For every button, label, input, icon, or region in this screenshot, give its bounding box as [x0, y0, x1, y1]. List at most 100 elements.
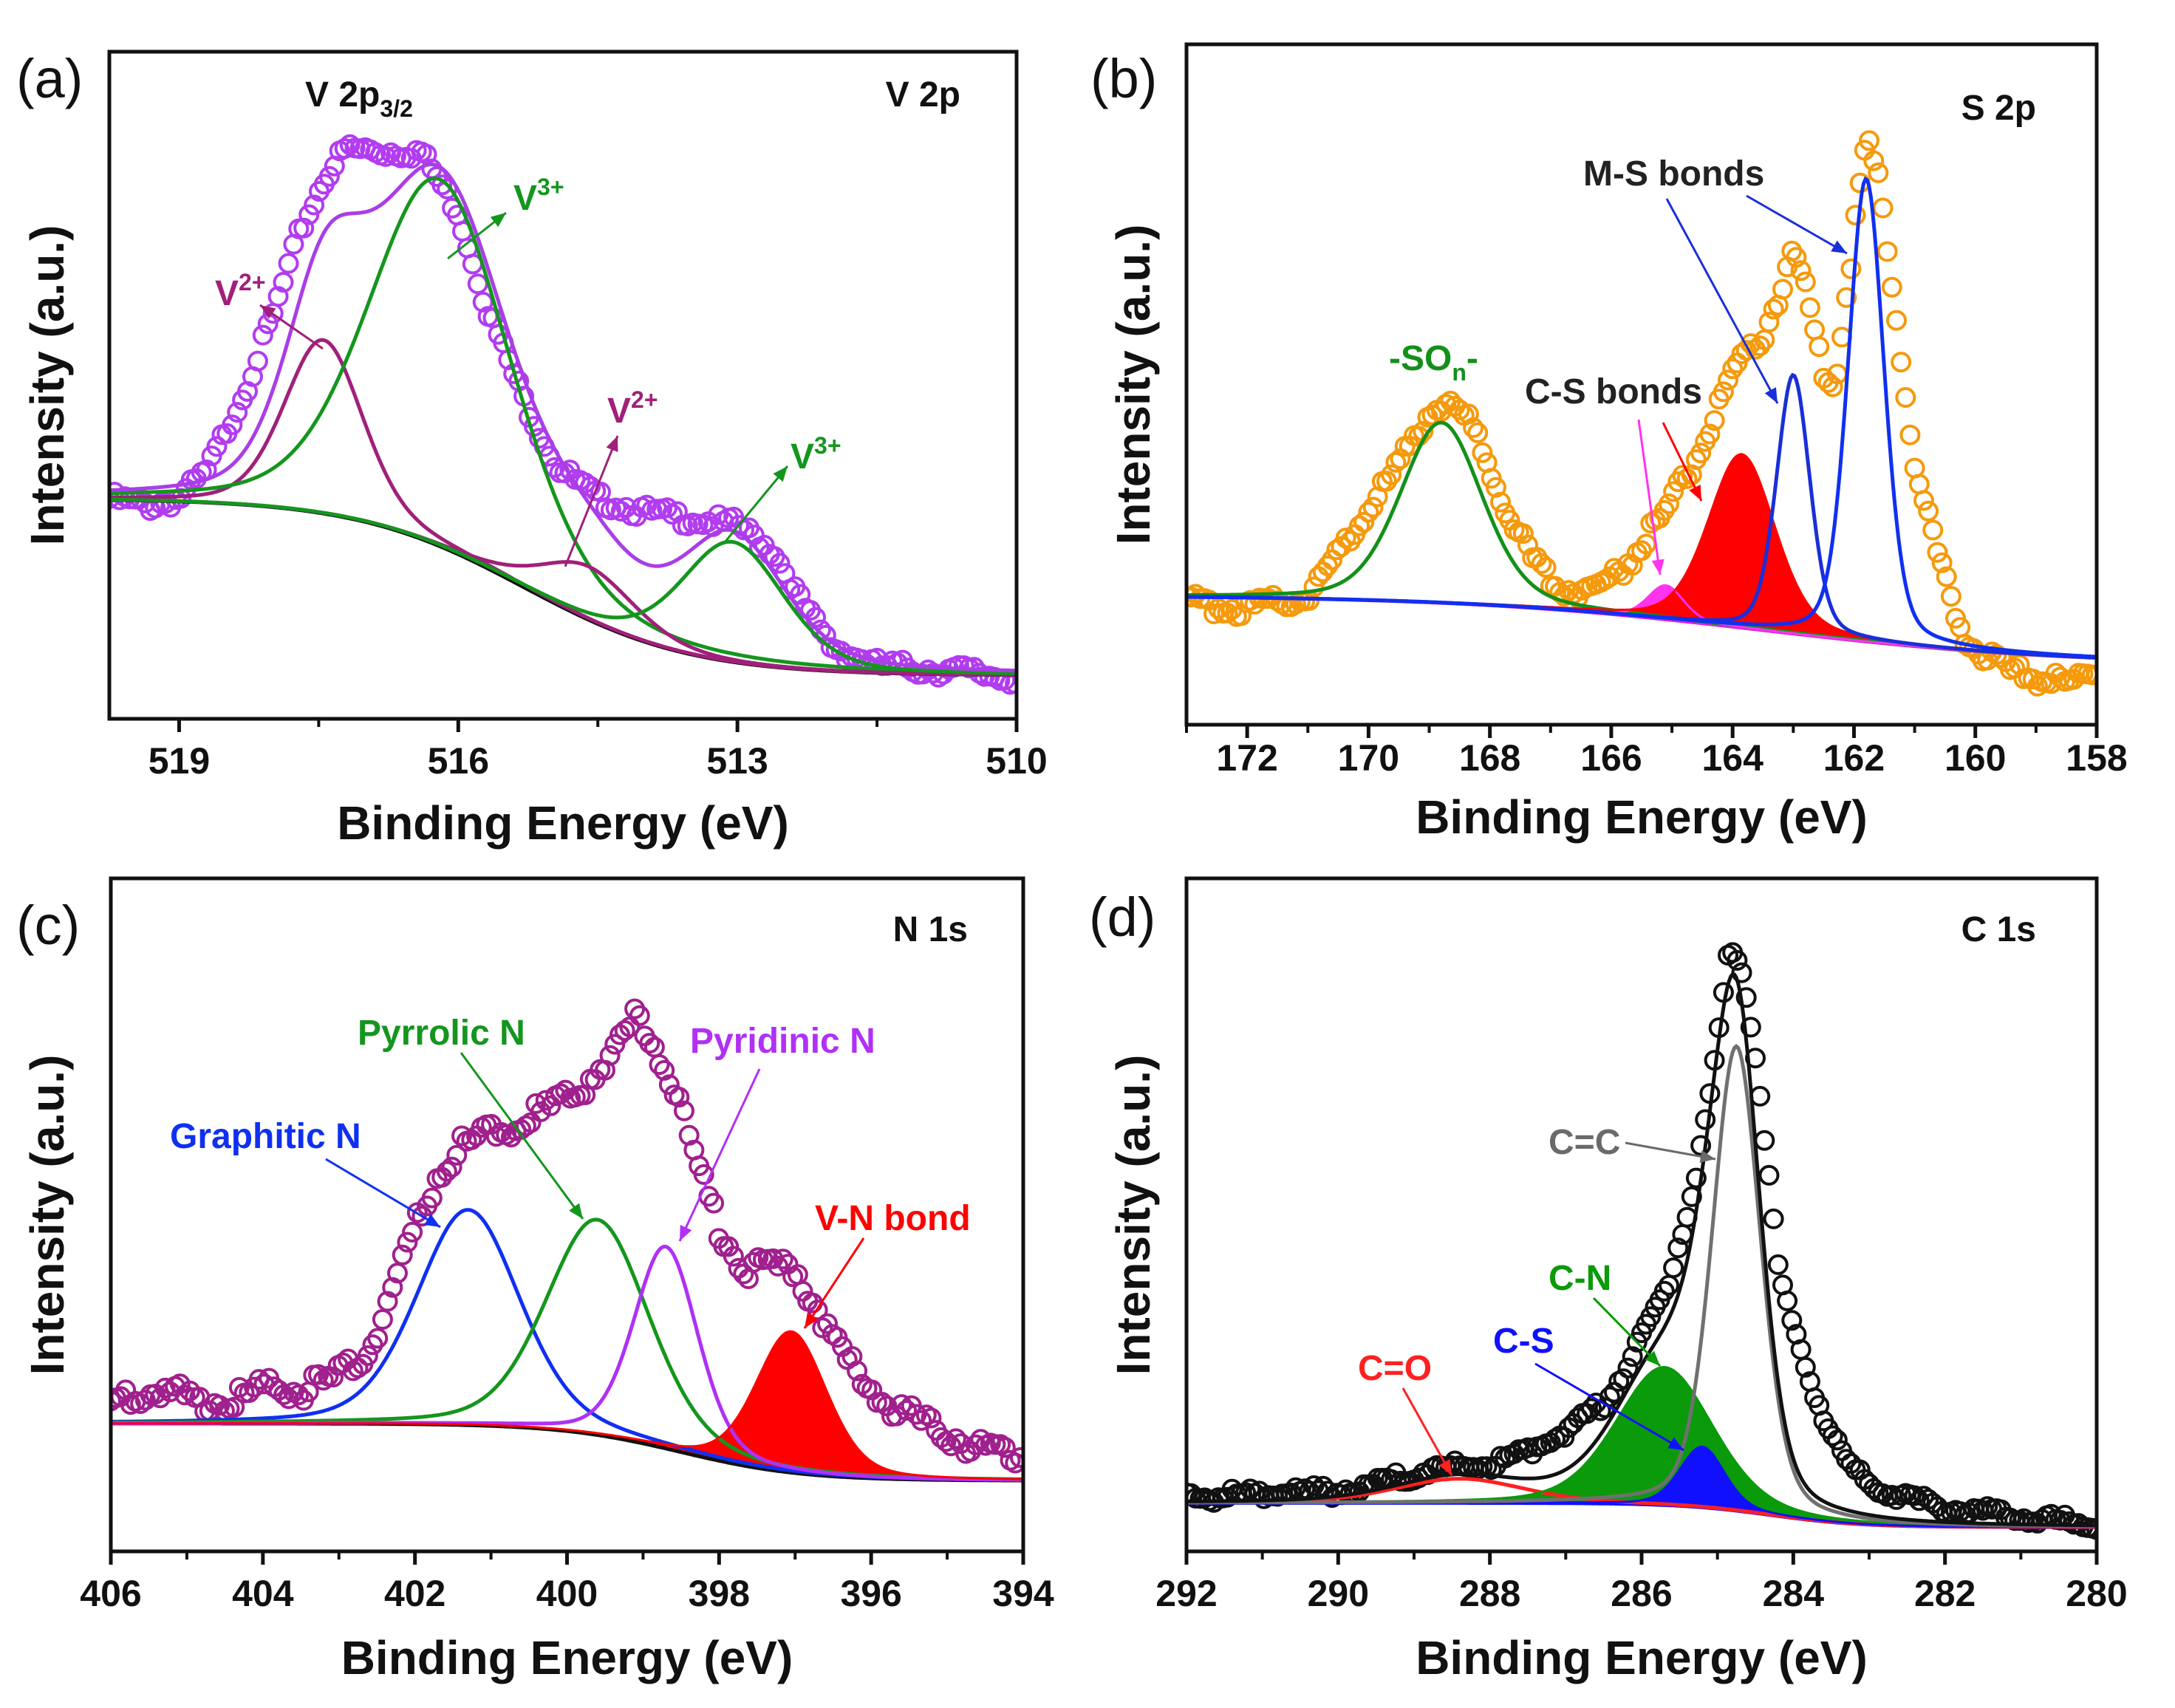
fit-envelope-line: [1186, 971, 2097, 1528]
data-point: [206, 436, 228, 457]
data-point: [886, 1405, 907, 1427]
data-point: [313, 1370, 334, 1391]
data-point: [1763, 1208, 1784, 1229]
data-point: [1718, 369, 1738, 391]
annotation-arrow: [1534, 1362, 1684, 1452]
data-point: [669, 1087, 690, 1108]
annotation-label: Pyridinic N: [690, 1022, 875, 1061]
data-point: [1545, 1428, 1565, 1449]
annotation-text: C-N: [1549, 1259, 1611, 1298]
y-axis-label: Intensity (a.u.): [21, 1055, 74, 1376]
data-point: [1690, 1135, 1712, 1156]
data-point: [1303, 1475, 1325, 1496]
data-point: [742, 1251, 764, 1273]
core-level-title: N 1s: [893, 910, 968, 949]
data-point: [1663, 481, 1684, 502]
y-axis-label: Intensity (a.u.): [1107, 225, 1160, 545]
annotation-text: C-S: [1493, 1322, 1554, 1361]
data-point: [1186, 1482, 1197, 1503]
x-tick-label: 516: [428, 740, 489, 782]
panel-label: (d): [1089, 887, 1155, 948]
annotation-text: V: [791, 437, 814, 476]
data-point: [693, 1164, 714, 1185]
data-point: [1385, 451, 1407, 473]
panel-a: 519 516 513 510 Binding Energy (eV) Intensity…: [16, 48, 1048, 850]
data-point: [209, 1395, 231, 1416]
measured-series: [1186, 942, 2097, 1540]
annotation-label: C=C: [1549, 1123, 1620, 1162]
data-point: [397, 1232, 418, 1253]
data-point: [1335, 527, 1356, 549]
data-point: [1467, 422, 1489, 443]
data-point: [446, 1144, 468, 1166]
annotation-text: V-N bond: [815, 1199, 971, 1238]
x-axis-label: Binding Energy (eV): [1416, 790, 1868, 844]
data-point: [614, 1020, 635, 1041]
annotation-text: M-S bonds: [1583, 154, 1764, 194]
data-point: [1931, 552, 1953, 573]
data-point: [817, 1313, 838, 1334]
x-tick-label: 170: [1338, 737, 1399, 779]
data-point: [1240, 1478, 1261, 1500]
data-point: [1795, 1356, 1816, 1378]
data-point: [1786, 247, 1807, 268]
data-point: [247, 350, 268, 372]
data-point: [375, 146, 397, 167]
data-point: [1695, 1109, 1716, 1130]
annotation-label: -SOn-: [1389, 339, 1478, 386]
annotation-arrow: [325, 1158, 441, 1229]
data-point: [174, 1384, 196, 1406]
x-tick-label: 158: [2066, 737, 2127, 779]
x-tick-label: 290: [1308, 1573, 1369, 1614]
annotation-label: V2+: [607, 386, 658, 431]
data-point: [723, 1246, 744, 1267]
data-point: [1653, 1280, 1675, 1302]
arrowhead-icon: [1689, 485, 1701, 501]
x-axis-label: Binding Energy (eV): [341, 1631, 793, 1684]
data-point: [674, 1100, 694, 1121]
data-point: [1622, 555, 1643, 576]
data-point: [1758, 1164, 1780, 1186]
plot-area: [109, 134, 1017, 695]
data-point: [1230, 605, 1252, 626]
data-point: [1217, 602, 1238, 624]
data-point: [1868, 162, 1889, 183]
x-tick-label: 402: [384, 1573, 445, 1614]
arrowhead-icon: [1645, 1350, 1660, 1366]
data-point: [1908, 1490, 1930, 1511]
data-point: [1836, 287, 1857, 308]
data-point: [2086, 665, 2097, 686]
data-point: [1512, 523, 1534, 544]
data-point: [461, 1129, 482, 1150]
x-tick-label: 164: [1701, 737, 1763, 779]
annotation-text: -SO: [1389, 339, 1452, 378]
arrowhead-icon: [773, 466, 788, 482]
data-point: [1663, 1257, 1684, 1279]
arrowhead-icon: [424, 1214, 440, 1227]
data-point: [1581, 1398, 1602, 1419]
panel-label: (b): [1090, 48, 1157, 109]
data-point: [1895, 387, 1916, 408]
data-point: [580, 476, 601, 497]
data-point: [1877, 241, 1898, 262]
data-point: [891, 1394, 912, 1415]
data-point: [1005, 1452, 1023, 1474]
data-point: [1353, 511, 1375, 533]
data-point: [1904, 1485, 1925, 1506]
data-point: [1918, 500, 1939, 522]
annotation-label: Pyrrolic N: [358, 1014, 525, 1053]
data-point: [1458, 403, 1479, 425]
annotation-text: Graphitic N: [170, 1117, 361, 1156]
fit-envelope-line: [109, 162, 1017, 673]
data-point: [1358, 502, 1379, 523]
data-point: [1913, 490, 1934, 511]
data-point: [1490, 491, 1511, 513]
annotation-label: C-N: [1549, 1259, 1611, 1298]
x-tick-label: 168: [1459, 737, 1520, 779]
data-point: [1799, 297, 1820, 318]
arrowhead-icon: [1699, 1150, 1715, 1163]
plot-frame: [107, 49, 1019, 721]
x-tick-label: 404: [232, 1573, 294, 1614]
arrowhead-icon: [490, 213, 506, 228]
data-point: [1849, 1459, 1871, 1480]
